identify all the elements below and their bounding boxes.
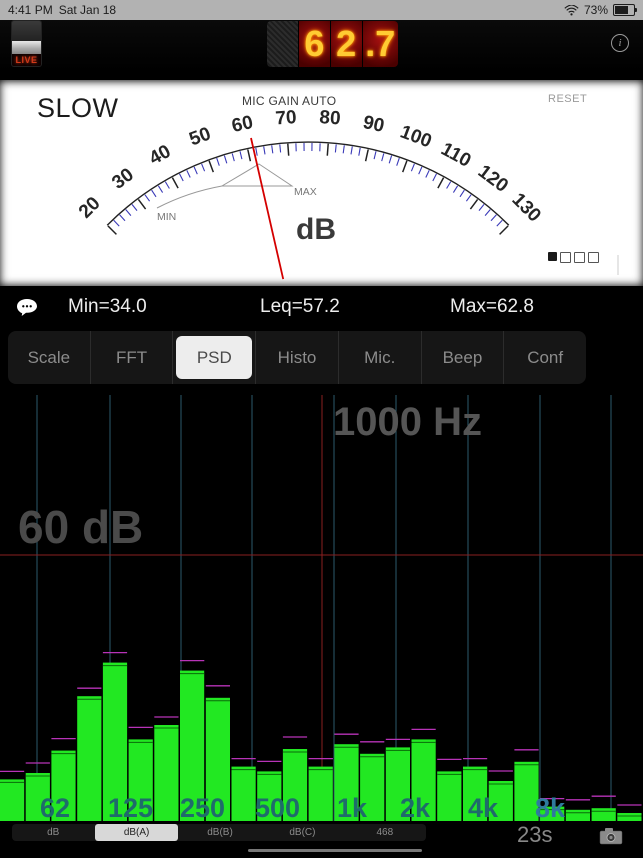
svg-text:40: 40 (146, 141, 175, 170)
svg-text:1000 Hz: 1000 Hz (333, 400, 482, 444)
svg-text:100: 100 (397, 122, 434, 153)
svg-text:90: 90 (361, 112, 386, 137)
svg-text:70: 70 (275, 107, 298, 129)
svg-text:20: 20 (75, 193, 105, 223)
svg-text:MAX: MAX (294, 186, 317, 198)
svg-text:60 dB: 60 dB (18, 501, 143, 553)
svg-text:4k: 4k (468, 793, 499, 821)
svg-text:130: 130 (508, 189, 545, 226)
svg-text:50: 50 (187, 123, 214, 150)
svg-text:250: 250 (180, 793, 225, 821)
svg-text:60: 60 (230, 112, 255, 137)
svg-text:110: 110 (437, 139, 474, 172)
svg-text:MIN: MIN (157, 211, 176, 223)
svg-text:120: 120 (474, 161, 512, 197)
svg-text:30: 30 (108, 164, 138, 193)
svg-text:1k: 1k (337, 793, 368, 821)
svg-text:500: 500 (255, 793, 300, 821)
svg-text:80: 80 (319, 107, 342, 129)
svg-text:125: 125 (108, 793, 153, 821)
svg-text:62: 62 (40, 793, 70, 821)
svg-text:8k: 8k (535, 793, 566, 821)
svg-text:2k: 2k (400, 793, 431, 821)
